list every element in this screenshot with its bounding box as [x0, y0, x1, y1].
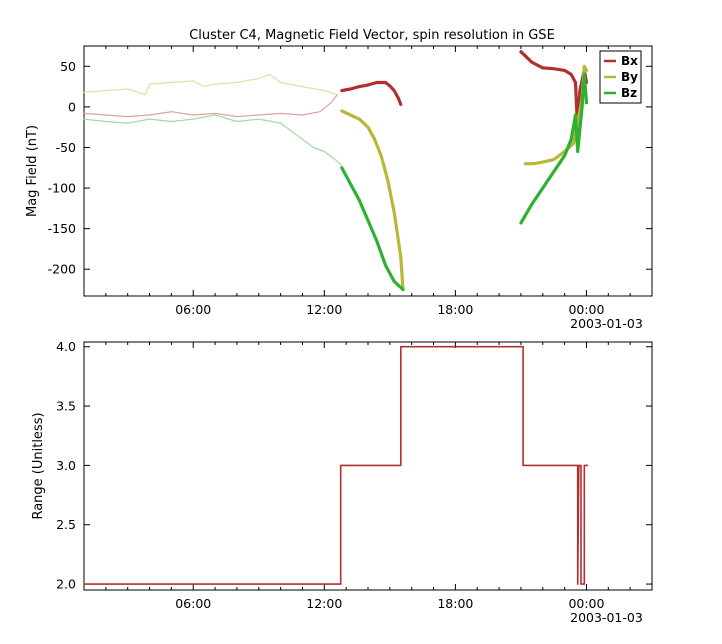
- bottom-y-axis-label: Range (Unitless): [31, 412, 46, 519]
- x-tick-label: 12:00: [306, 302, 342, 317]
- x-tick-date-label: 2003-01-03: [570, 610, 643, 625]
- chart-title: Cluster C4, Magnetic Field Vector, spin …: [189, 28, 555, 43]
- x-tick-label: 12:00: [306, 596, 342, 611]
- legend-label-bz: Bz: [621, 86, 637, 100]
- y-tick-label: -150: [48, 221, 76, 236]
- x-tick-label: 00:00: [568, 302, 604, 317]
- y-tick-label: 3.5: [56, 399, 76, 414]
- legend-label-bx: Bx: [621, 54, 638, 68]
- y-tick-label: 2.0: [56, 577, 76, 592]
- y-tick-label: 0: [68, 99, 76, 114]
- series-bx-line: [519, 50, 589, 133]
- y-tick-label: 3.0: [56, 458, 76, 473]
- x-tick-date-label: 2003-01-03: [570, 316, 643, 331]
- x-tick-label: 18:00: [437, 596, 473, 611]
- y-tick-label: 50: [60, 59, 76, 74]
- series-bz-faded-line: [83, 114, 343, 166]
- x-tick-label: 00:00: [568, 596, 604, 611]
- y-tick-label: -50: [56, 140, 76, 155]
- series-bz-line: [519, 72, 589, 225]
- top-y-axis-label: Mag Field (nT): [25, 125, 40, 217]
- x-tick-label: 06:00: [175, 596, 211, 611]
- series-by-faded-line: [83, 73, 338, 96]
- y-tick-label: -200: [48, 262, 76, 277]
- y-tick-label: -100: [48, 181, 76, 196]
- y-tick-label: 2.5: [56, 517, 76, 532]
- series-bx-line: [340, 80, 403, 106]
- x-tick-label: 18:00: [437, 302, 473, 317]
- series-bz-line: [340, 166, 405, 292]
- series-range-line: [83, 345, 589, 585]
- y-tick-label: 4.0: [56, 339, 76, 354]
- legend-label-by: By: [621, 70, 638, 84]
- legend: Bx By Bz: [599, 50, 642, 104]
- chart-marks: 06:00 12:00 18:00 00:002003-01-03500-50-100…: [48, 46, 653, 625]
- x-tick-label: 06:00: [175, 302, 211, 317]
- series-by-line: [340, 109, 405, 292]
- series-bx-faded-line: [83, 94, 338, 118]
